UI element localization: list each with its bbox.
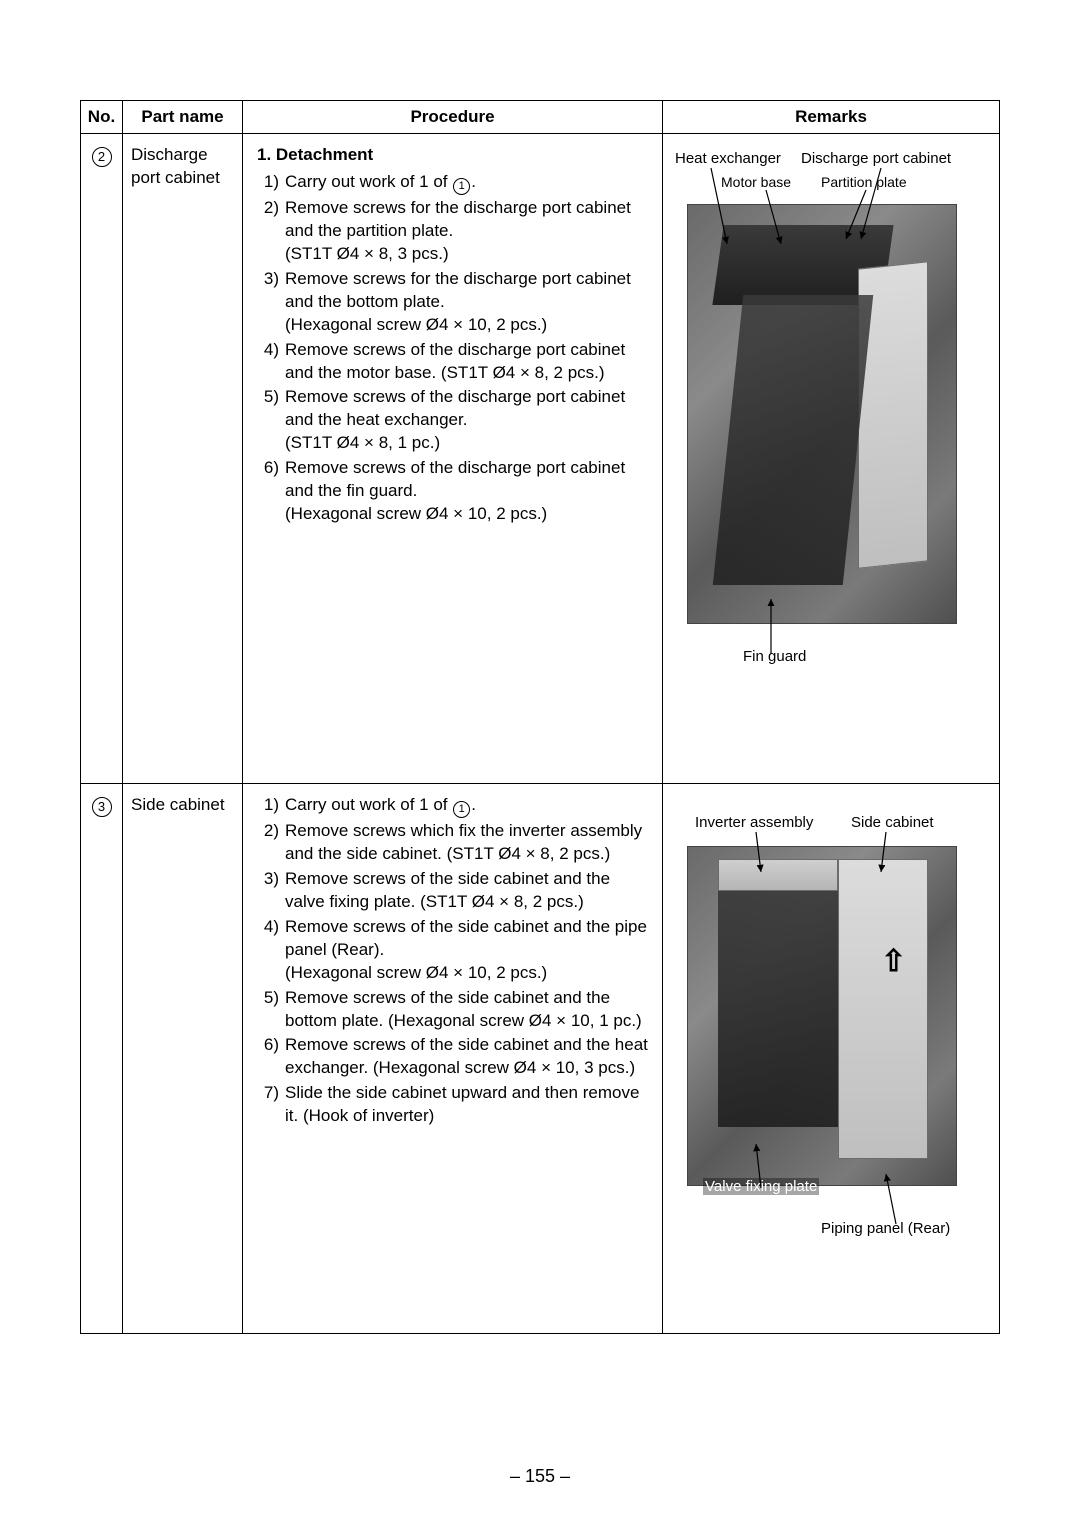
step: Carry out work of 1 of 1. <box>281 794 652 818</box>
col-no: No. <box>81 101 123 134</box>
label-discharge-port-cabinet: Discharge port cabinet <box>801 150 951 167</box>
diagram-discharge-port: Heat exchanger Discharge port cabinet Mo… <box>671 144 991 704</box>
step-text: Remove screws of the discharge port cabi… <box>285 458 625 523</box>
cell-remarks: Inverter assembly Side cabinet ⇧ <box>663 784 1000 1334</box>
step-text: Remove screws of the side cabinet and th… <box>285 917 647 982</box>
step: Remove screws of the discharge port cabi… <box>281 339 652 385</box>
cell-no: 2 <box>81 134 123 784</box>
step: Remove screws for the discharge port cab… <box>281 197 652 266</box>
label-heat-exchanger: Heat exchanger <box>675 150 781 167</box>
cell-part-name: Discharge port cabinet <box>123 134 243 784</box>
label-piping-panel-rear: Piping panel (Rear) <box>821 1220 950 1237</box>
step-text: Slide the side cabinet upward and then r… <box>285 1083 639 1125</box>
circled-number-icon: 2 <box>92 147 112 167</box>
cell-remarks: Heat exchanger Discharge port cabinet Mo… <box>663 134 1000 784</box>
step: Remove screws of the side cabinet and th… <box>281 868 652 914</box>
step-text: Remove screws which fix the inverter ass… <box>285 821 642 863</box>
circled-ref-icon: 1 <box>453 801 470 818</box>
step: Remove screws of the side cabinet and th… <box>281 916 652 985</box>
page-number: – 155 – <box>0 1466 1080 1487</box>
steps-list: Carry out work of 1 of 1. Remove screws … <box>257 794 652 1128</box>
diagram-side-cabinet: Inverter assembly Side cabinet ⇧ <box>671 794 991 1264</box>
cell-no: 3 <box>81 784 123 1334</box>
steps-list: Carry out work of 1 of 1. Remove screws … <box>257 171 652 526</box>
step: Remove screws which fix the inverter ass… <box>281 820 652 866</box>
step-text: Remove screws of the side cabinet and th… <box>285 988 642 1030</box>
cell-procedure: 1. Detachment Carry out work of 1 of 1. … <box>243 134 663 784</box>
step: Carry out work of 1 of 1. <box>281 171 652 195</box>
step-text: Remove screws of the side cabinet and th… <box>285 869 610 911</box>
step-text: Carry out work of 1 of <box>285 795 452 814</box>
col-procedure: Procedure <box>243 101 663 134</box>
table-row: 3 Side cabinet Carry out work of 1 of 1.… <box>81 784 1000 1334</box>
label-motor-base: Motor base <box>721 174 791 190</box>
step-text: Carry out work of 1 of <box>285 172 452 191</box>
label-inverter-assembly: Inverter assembly <box>695 814 813 831</box>
step: Remove screws of the discharge port cabi… <box>281 386 652 455</box>
up-arrow-icon: ⇧ <box>881 944 906 979</box>
cell-part-name: Side cabinet <box>123 784 243 1334</box>
step: Remove screws of the side cabinet and th… <box>281 1034 652 1080</box>
step: Slide the side cabinet upward and then r… <box>281 1082 652 1128</box>
step-text: Remove screws of the discharge port cabi… <box>285 340 625 382</box>
step-text: Remove screws of the side cabinet and th… <box>285 1035 648 1077</box>
step: Remove screws for the discharge port cab… <box>281 268 652 337</box>
label-partition-plate: Partition plate <box>821 174 907 190</box>
page: No. Part name Procedure Remarks 2 Discha… <box>0 0 1080 1525</box>
col-part-name: Part name <box>123 101 243 134</box>
cell-procedure: Carry out work of 1 of 1. Remove screws … <box>243 784 663 1334</box>
procedure-heading: 1. Detachment <box>257 144 652 167</box>
label-fin-guard: Fin guard <box>743 648 806 665</box>
circled-ref-icon: 1 <box>453 178 470 195</box>
step-text: Remove screws for the discharge port cab… <box>285 198 631 263</box>
col-remarks: Remarks <box>663 101 1000 134</box>
label-side-cabinet: Side cabinet <box>851 814 934 831</box>
table-row: 2 Discharge port cabinet 1. Detachment C… <box>81 134 1000 784</box>
step-text: Remove screws for the discharge port cab… <box>285 269 631 334</box>
step-text: . <box>471 795 476 814</box>
table-header-row: No. Part name Procedure Remarks <box>81 101 1000 134</box>
label-valve-fixing-plate: Valve fixing plate <box>703 1178 819 1195</box>
step: Remove screws of the side cabinet and th… <box>281 987 652 1033</box>
photo-unit <box>687 846 957 1186</box>
procedure-table: No. Part name Procedure Remarks 2 Discha… <box>80 100 1000 1334</box>
step-text: Remove screws of the discharge port cabi… <box>285 387 625 452</box>
step-text: . <box>471 172 476 191</box>
circled-number-icon: 3 <box>92 797 112 817</box>
photo-unit <box>687 204 957 624</box>
step: Remove screws of the discharge port cabi… <box>281 457 652 526</box>
